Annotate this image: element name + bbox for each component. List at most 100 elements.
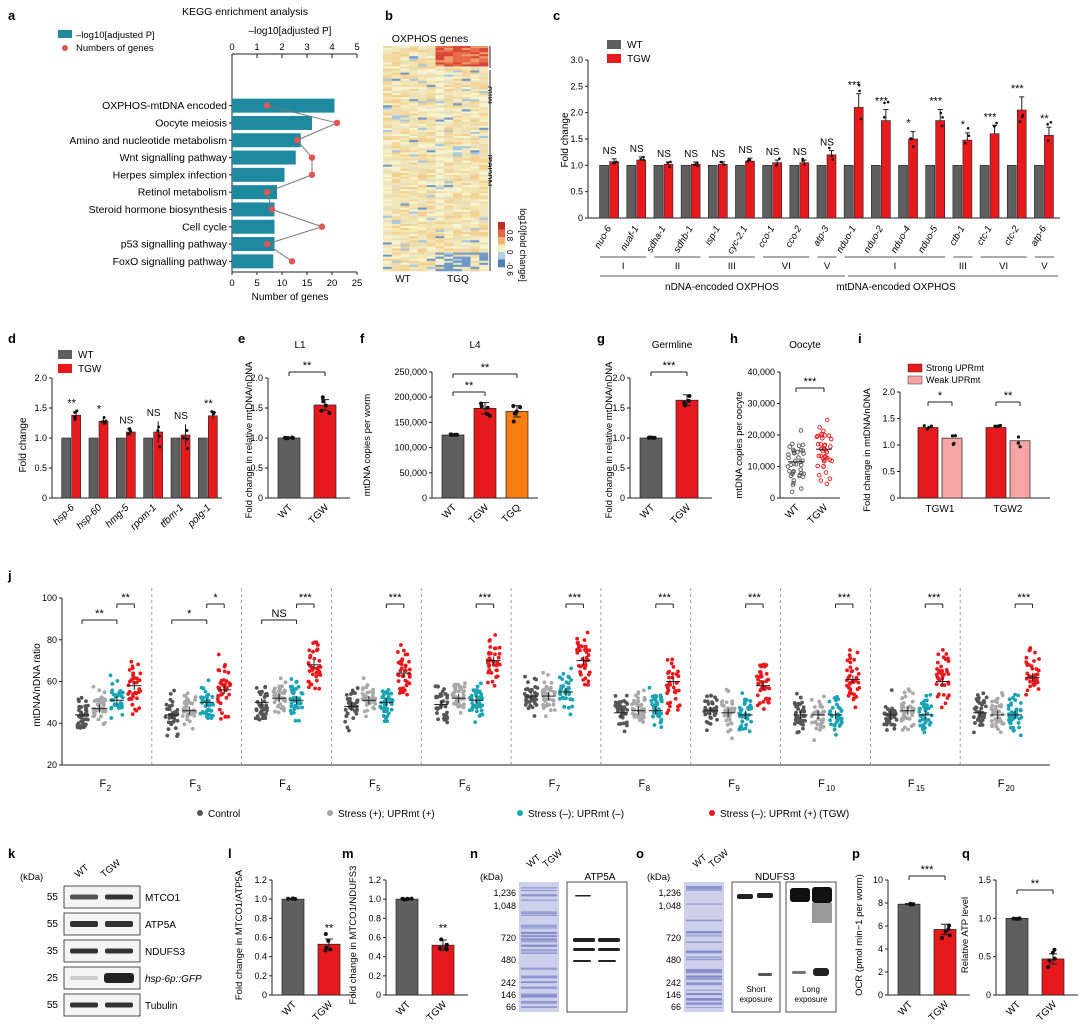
b-heatmap-cell xyxy=(418,215,428,219)
b-heatmap-cell xyxy=(418,183,428,186)
j-point xyxy=(758,670,763,675)
j-point xyxy=(651,705,656,710)
j-point xyxy=(127,667,132,672)
o-gel-band xyxy=(686,889,722,891)
b-heatmap-cell xyxy=(383,205,393,208)
j-point xyxy=(836,712,841,717)
b-heatmap-cell xyxy=(453,238,463,241)
j-point xyxy=(344,693,349,697)
b-heatmap-cell xyxy=(435,238,445,241)
b-heatmap-cell xyxy=(426,203,436,206)
b-heatmap-cell xyxy=(470,76,480,80)
j-point xyxy=(253,716,258,721)
j-point xyxy=(994,724,999,729)
j-sig-right-label: *** xyxy=(299,592,313,604)
b-heatmap-cell xyxy=(453,82,463,86)
j-point xyxy=(120,695,125,700)
j-point xyxy=(710,700,714,705)
b-heatmap-cell xyxy=(426,154,436,157)
c-category-label: sdha-1 xyxy=(644,224,668,255)
b-heatmap-cell xyxy=(400,78,410,82)
j-point xyxy=(109,716,114,720)
n-gel-band xyxy=(521,899,557,901)
b-heatmap-cell xyxy=(391,234,401,237)
b-heatmap-cell xyxy=(453,217,463,221)
b-heatmap-cell xyxy=(400,252,410,255)
b-heatmap-cell xyxy=(444,199,454,202)
b-heatmap-cell xyxy=(409,48,419,51)
l-category-label: TGW xyxy=(311,999,336,1024)
b-heatmap-cell xyxy=(409,268,419,272)
j-point xyxy=(217,707,222,712)
a-bar xyxy=(232,237,275,252)
j-point xyxy=(190,726,195,731)
a-category-label: p53 signalling pathway xyxy=(121,239,228,251)
j-point xyxy=(526,706,531,711)
b-heatmap-cell xyxy=(435,213,445,217)
b-heatmap-cell xyxy=(435,248,445,251)
b-heatmap-cell xyxy=(418,111,428,114)
b-heatmap-cell xyxy=(470,111,480,114)
d-sig: NS xyxy=(119,415,133,426)
j-point xyxy=(1033,650,1037,655)
b-heatmap-cell xyxy=(418,234,428,237)
j-point xyxy=(853,705,858,710)
c-y-tick-label: 2.5 xyxy=(570,81,583,91)
b-heatmap-cell xyxy=(479,64,489,67)
j-point xyxy=(534,697,539,702)
b-heatmap-cell xyxy=(409,234,419,237)
a-category-label: FoxO signalling pathway xyxy=(113,256,228,268)
h-point xyxy=(823,470,829,475)
b-heatmap-cell xyxy=(426,168,436,172)
b-heatmap-cell xyxy=(470,191,480,194)
j-generation-label: F xyxy=(998,778,1005,790)
k-band xyxy=(105,1002,133,1008)
b-heatmap-cell xyxy=(435,109,445,112)
b-heatmap-cell xyxy=(435,178,445,182)
h-point xyxy=(815,441,821,447)
j-point xyxy=(856,671,861,676)
b-heatmap-cell xyxy=(391,242,401,245)
b-heatmap-cell xyxy=(409,50,419,53)
j-point xyxy=(1008,721,1013,726)
b-heatmap-cell xyxy=(400,223,410,227)
j-point xyxy=(227,681,232,686)
c-bar-tgw xyxy=(690,163,701,219)
j-point xyxy=(1011,716,1016,721)
b-heatmap-cell xyxy=(461,213,471,217)
a-genes-dot xyxy=(263,102,271,109)
b-heatmap-cell xyxy=(418,103,428,106)
j-point xyxy=(884,721,889,726)
b-heatmap-cell xyxy=(435,226,445,229)
j-point xyxy=(1032,659,1036,663)
n-gel-band xyxy=(521,911,557,913)
d-point xyxy=(127,432,131,436)
panel-h-ylabel: mtDNA copies per oocyte xyxy=(734,391,745,498)
b-heatmap-cell xyxy=(461,228,471,231)
panel-letter-h: h xyxy=(730,331,738,346)
d-point xyxy=(210,410,214,414)
f-category-label: TGW xyxy=(467,502,492,527)
b-heatmap-cell xyxy=(400,127,410,131)
n-blot-band xyxy=(598,960,616,962)
b-heatmap-cell xyxy=(391,262,401,266)
j-point xyxy=(742,702,747,706)
j-point xyxy=(131,694,135,699)
b-heatmap-cell xyxy=(418,129,428,133)
d-point xyxy=(156,429,160,433)
b-heatmap-cell xyxy=(383,138,393,141)
b-heatmap-cell xyxy=(453,131,463,135)
b-heatmap-cell xyxy=(461,76,471,80)
j-point xyxy=(257,702,262,707)
b-heatmap-cell xyxy=(426,226,436,229)
j-point xyxy=(653,694,658,698)
b-heatmap-cell xyxy=(470,129,480,133)
b-heatmap-cell xyxy=(470,189,480,192)
j-point xyxy=(381,714,386,718)
j-point xyxy=(677,703,682,708)
b-heatmap-cell xyxy=(418,213,428,217)
n-gel-band xyxy=(521,967,557,970)
j-point xyxy=(725,722,730,727)
b-heatmap-cell xyxy=(426,258,436,262)
j-point xyxy=(892,726,897,731)
